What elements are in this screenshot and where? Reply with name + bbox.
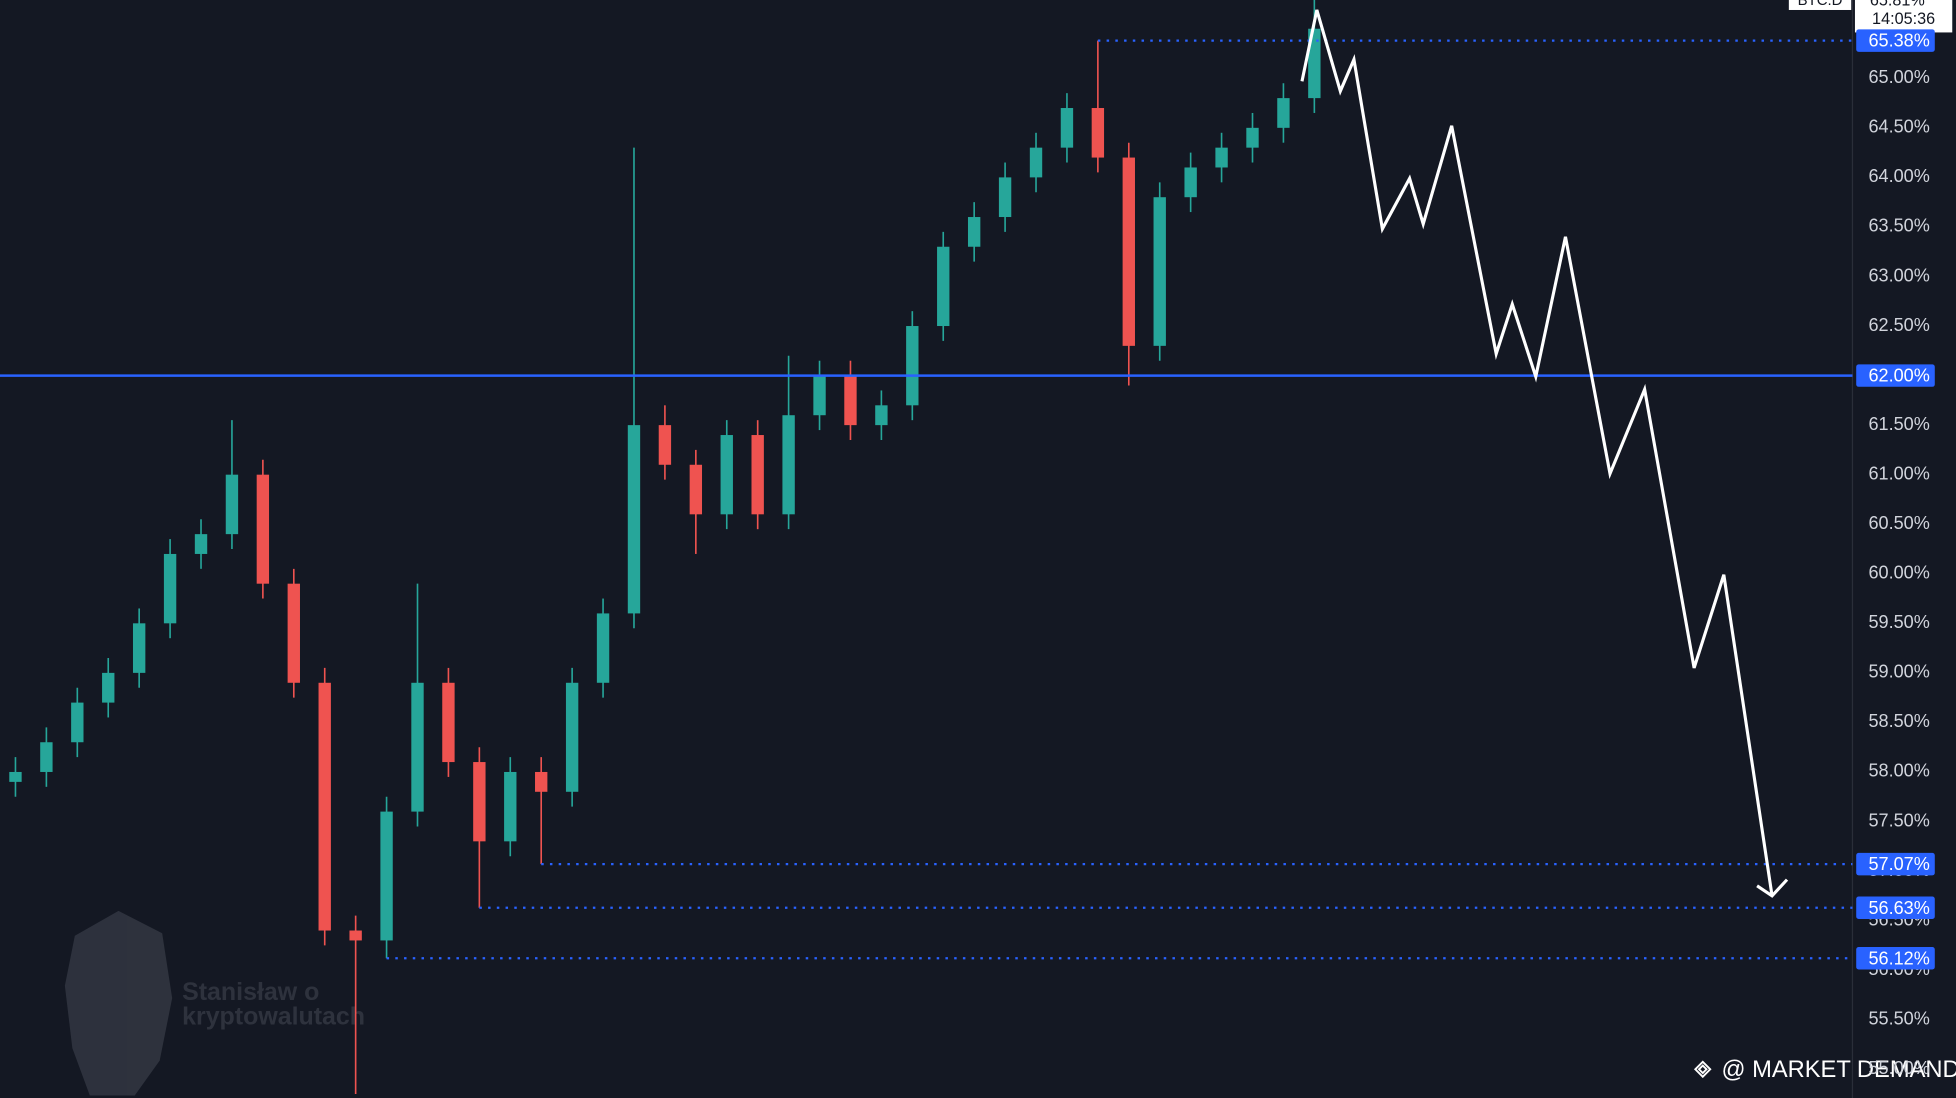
candle-body (1246, 127, 1259, 148)
candle-body (287, 583, 300, 683)
y-tick-label: 61.50% (1868, 414, 1929, 434)
time-label: 14:05:36 (1872, 10, 1935, 28)
candle-body (256, 474, 270, 584)
candle-body (596, 613, 610, 683)
y-tick-label: 55.00% (1868, 1058, 1929, 1078)
candle-body (782, 415, 795, 515)
credit: @ MARKET DEMAND (1693, 1057, 1956, 1083)
candle-body (473, 762, 486, 842)
candle-body (1060, 108, 1074, 148)
credit-icon (1693, 1060, 1712, 1079)
candle-body (71, 702, 84, 743)
top-box: BTC.D 65.81% 14:05:36 (1788, 0, 1953, 33)
y-tick-label: 64.50% (1868, 117, 1929, 137)
level-label-box (1856, 896, 1935, 919)
y-tick-label: 59.50% (1868, 612, 1929, 632)
credit-text: @ MARKET DEMAND (1721, 1057, 1956, 1083)
y-tick-label: 60.00% (1868, 563, 1929, 583)
price-label: 65.81% (1870, 0, 1925, 10)
candle-body (720, 435, 733, 515)
candle-body (813, 375, 826, 416)
plot (9, 0, 1321, 1095)
watermark-icon (64, 910, 173, 1096)
projection-arrowhead (1756, 878, 1789, 898)
level-label: 56.63% (1868, 898, 1929, 918)
candle-body (102, 672, 115, 703)
level-label-box (1856, 852, 1935, 876)
y-tick-label: 63.00% (1868, 265, 1929, 285)
candle-body (1277, 98, 1290, 128)
symbol: BTC.D (1798, 0, 1843, 9)
watermark-line: Stanisław o (182, 978, 319, 1006)
candle-body (1153, 197, 1166, 346)
level-label-box (1856, 364, 1935, 387)
candle-body (998, 177, 1012, 218)
candle-body (225, 474, 239, 535)
watermark-line: kryptowalutach (182, 1003, 365, 1031)
candle-body (163, 553, 177, 624)
levels: 65.38% 62.00% 57.07% 56.63% 56.12% (0, 29, 1935, 970)
y-tick-label: 58.00% (1868, 761, 1929, 781)
level-label-box (1856, 29, 1935, 52)
level-label: 62.00% (1868, 366, 1929, 386)
y-tick-label: 58.50% (1868, 711, 1929, 731)
candle-body (1122, 157, 1135, 346)
candle-body (442, 682, 455, 763)
y-tick-label: 63.50% (1868, 216, 1929, 236)
candle-body (658, 425, 672, 465)
candle-body (751, 435, 764, 515)
level-label: 65.38% (1868, 31, 1929, 51)
candle-body (40, 742, 53, 772)
candle-body (1029, 147, 1043, 178)
candle-body (194, 534, 208, 554)
candle-body (1091, 108, 1105, 158)
projection-line (1300, 9, 1774, 897)
y-tick-label: 64.00% (1868, 166, 1929, 186)
candle-body (937, 246, 950, 327)
y-tick-label: 62.50% (1868, 315, 1929, 335)
candle-body (967, 217, 981, 247)
y-tick-label: 57.50% (1868, 810, 1929, 830)
y-tick-label: 65.00% (1868, 67, 1929, 87)
candle-body (1308, 28, 1321, 99)
candle-body (1184, 167, 1197, 198)
candle-body (411, 682, 424, 812)
candle-body (349, 930, 362, 941)
candle-body (689, 464, 703, 515)
y-tick-label: 60.50% (1868, 513, 1929, 533)
candle-body (318, 682, 331, 931)
watermark: Stanisław o kryptowalutach (64, 910, 365, 1096)
candle-body (504, 771, 517, 842)
candle-body (535, 771, 548, 792)
candle-body (9, 771, 22, 782)
candle-body (1215, 147, 1228, 168)
candle-body (627, 425, 641, 614)
y-tick-label: 61.00% (1868, 463, 1929, 483)
symbol-box (1788, 0, 1852, 10)
level-label: 57.07% (1868, 854, 1929, 874)
candle-body (380, 811, 393, 941)
y-tick-label: 59.00% (1868, 662, 1929, 682)
candle-body (875, 405, 888, 426)
candle-body (565, 682, 579, 792)
candle-body (132, 623, 146, 673)
y-tick-label: 55.50% (1868, 1008, 1929, 1028)
price-box (1854, 0, 1953, 33)
level-label-box (1856, 947, 1935, 970)
candle-body (906, 326, 919, 406)
candle-body (844, 375, 857, 426)
level-label: 56.12% (1868, 948, 1929, 968)
